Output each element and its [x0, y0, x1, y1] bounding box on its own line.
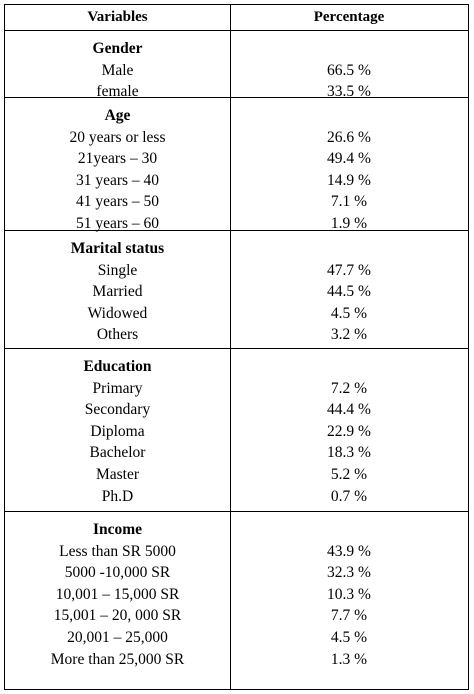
row-label: 20 years or less: [69, 128, 166, 146]
row-value: 7.1 %: [330, 193, 368, 211]
row-label: Widowed: [87, 304, 148, 322]
row-value: 32.3 %: [327, 564, 371, 582]
table-row: 5000 -10,000 SR 32.3 %: [5, 562, 468, 584]
section-title-row: Marital status: [5, 238, 468, 260]
table-row: Male 66.5 %: [5, 60, 468, 82]
section-title: Income: [92, 521, 143, 538]
section-title: Gender: [92, 40, 143, 57]
row-label: Male: [101, 61, 134, 79]
section-title: Age: [104, 107, 131, 124]
section-title-row: Education: [5, 356, 468, 378]
section-age: Age 20 years or less 26.6 % 21years – 30…: [5, 98, 468, 232]
row-label: Others: [96, 326, 139, 344]
row-value: 47.7 %: [327, 261, 371, 279]
row-label: female: [96, 83, 139, 101]
row-value: 44.4 %: [327, 401, 371, 419]
row-label: 31 years – 40: [75, 171, 160, 189]
row-label: Ph.D: [101, 487, 134, 505]
row-value: 7.2 %: [330, 379, 368, 397]
table-row: Single 47.7 %: [5, 260, 468, 282]
row-label: Married: [92, 283, 143, 301]
row-label: Secondary: [84, 401, 151, 419]
column-divider: [230, 5, 231, 689]
row-value: 4.5 %: [330, 628, 368, 646]
row-value: 18.3 %: [327, 444, 371, 462]
table-row: Widowed 4.5 %: [5, 303, 468, 325]
table-row: 20 years or less 26.6 %: [5, 127, 468, 149]
row-label: 20,001 – 25,000: [67, 628, 168, 646]
row-label: Diploma: [90, 422, 145, 440]
row-value: 4.5 %: [330, 304, 368, 322]
table-row: 20,001 – 25,000 4.5 %: [5, 627, 468, 649]
row-label: Bachelor: [89, 444, 146, 462]
row-value: 33.5 %: [327, 83, 371, 101]
table-row: female 33.5 %: [5, 81, 468, 103]
row-value: 44.5 %: [327, 283, 371, 301]
row-value: 5.2 %: [330, 465, 368, 483]
table-row: Secondary 44.4 %: [5, 399, 468, 421]
row-label: 5000 -10,000 SR: [64, 564, 171, 582]
row-value: 49.4 %: [327, 150, 371, 168]
row-value: 14.9 %: [327, 171, 371, 189]
row-value: 26.6 %: [327, 128, 371, 146]
row-label: More than 25,000 SR: [50, 650, 185, 668]
table-row: 15,001 – 20, 000 SR 7.7 %: [5, 605, 468, 627]
header-percentage: Percentage: [313, 9, 385, 25]
section-title-row: Gender: [5, 38, 468, 60]
section-title: Education: [83, 358, 152, 375]
row-label: 41 years – 50: [75, 193, 160, 211]
row-label: Less than SR 5000: [59, 542, 176, 560]
row-value: 66.5 %: [327, 61, 371, 79]
table-row: 31 years – 40 14.9 %: [5, 170, 468, 192]
row-label: Single: [97, 261, 138, 279]
table-row: Ph.D 0.7 %: [5, 486, 468, 508]
section-title-row: Age: [5, 105, 468, 127]
row-value: 1.9 %: [330, 214, 368, 232]
table-row: 10,001 – 15,000 SR 10.3 %: [5, 584, 468, 606]
table-row: Bachelor 18.3 %: [5, 442, 468, 464]
table-row: Married 44.5 %: [5, 281, 468, 303]
row-label: 21years – 30: [77, 150, 158, 168]
section-education: Education Primary 7.2 % Secondary 44.4 %…: [5, 349, 468, 512]
table-row: Diploma 22.9 %: [5, 421, 468, 443]
row-value: 0.7 %: [330, 487, 368, 505]
section-title-row: Income: [5, 519, 468, 541]
table-header: Variables Percentage: [5, 5, 468, 31]
row-value: 22.9 %: [327, 422, 371, 440]
row-label: 51 years – 60: [75, 214, 160, 232]
section-income: Income Less than SR 5000 43.9 % 5000 -10…: [5, 512, 468, 689]
table-row: 41 years – 50 7.1 %: [5, 191, 468, 213]
row-label: 15,001 – 20, 000 SR: [53, 607, 182, 625]
table-row: 51 years – 60 1.9 %: [5, 213, 468, 235]
row-value: 10.3 %: [327, 585, 371, 603]
table-row: Primary 7.2 %: [5, 378, 468, 400]
section-marital-status: Marital status Single 47.7 % Married 44.…: [5, 231, 468, 349]
row-value: 43.9 %: [327, 542, 371, 560]
row-label: 10,001 – 15,000 SR: [55, 585, 180, 603]
row-value: 1.3 %: [330, 650, 368, 668]
row-label: Master: [95, 465, 140, 483]
table-row: Master 5.2 %: [5, 464, 468, 486]
header-variables: Variables: [87, 9, 148, 25]
table-row: 21years – 30 49.4 %: [5, 148, 468, 170]
row-label: Primary: [92, 379, 143, 397]
demographics-table: Variables Percentage Gender Male 66.5 % …: [4, 4, 469, 690]
row-value: 3.2 %: [330, 326, 368, 344]
row-value: 7.7 %: [330, 607, 368, 625]
table-row: Others 3.2 %: [5, 324, 468, 346]
section-title: Marital status: [70, 240, 165, 257]
table-row: Less than SR 5000 43.9 %: [5, 541, 468, 563]
table-row: More than 25,000 SR 1.3 %: [5, 649, 468, 671]
section-gender: Gender Male 66.5 % female 33.5 %: [5, 31, 468, 100]
